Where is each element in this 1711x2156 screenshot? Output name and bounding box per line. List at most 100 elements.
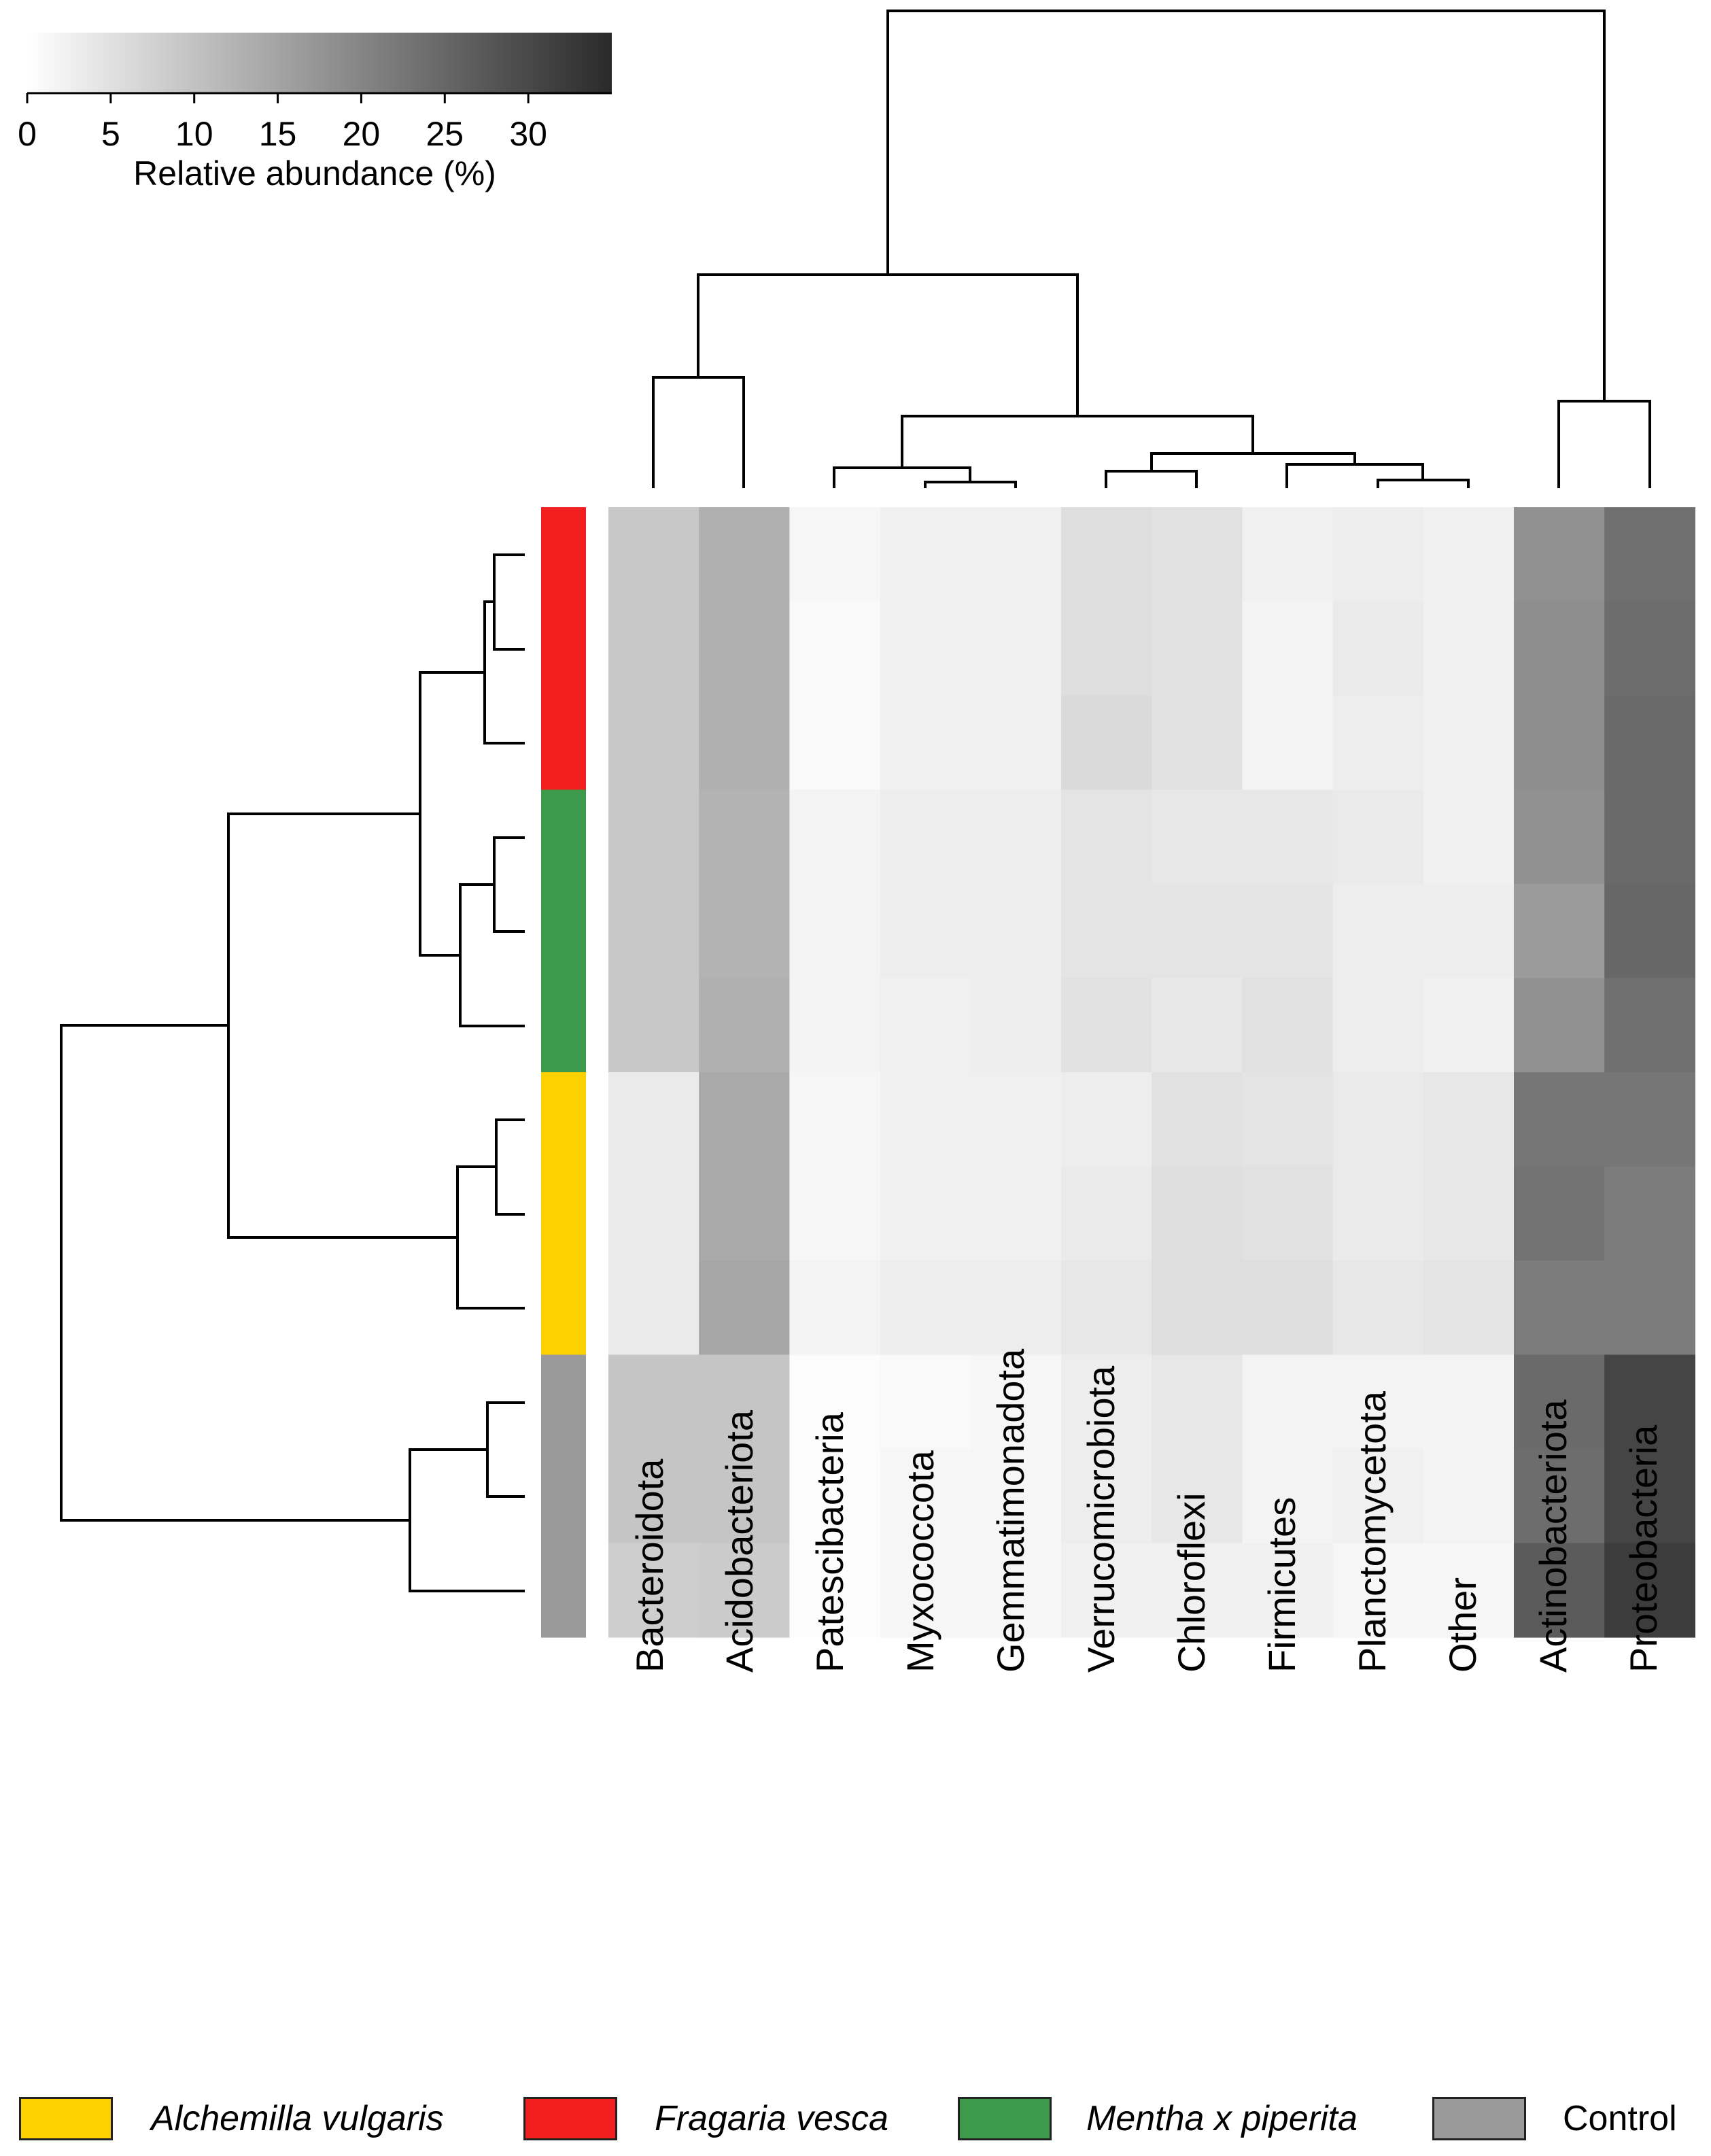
colorbar-tick-label: 5 (101, 115, 120, 153)
heatmap-cell (1152, 1166, 1243, 1261)
heatmap-cell (1061, 1072, 1152, 1167)
heatmap-cell (970, 1449, 1062, 1544)
heatmap-cell (880, 789, 971, 885)
heatmap-cell (608, 978, 699, 1073)
heatmap-cell (970, 789, 1062, 885)
row-group-strip (541, 507, 586, 1638)
heatmap-cell (1514, 1354, 1605, 1450)
row-dendrogram-link (60, 1024, 410, 1522)
heatmap-cell (880, 1072, 971, 1167)
heatmap-cell (880, 884, 971, 979)
heatmap-cell (1332, 1166, 1424, 1261)
column-labels: Bacteroidota Acidobacteriota Patescibact… (628, 1348, 1665, 1673)
heatmap-cell (1061, 696, 1152, 791)
heatmap-cell (608, 1166, 699, 1261)
row-dendrogram-link (486, 1401, 525, 1498)
heatmap-cell (699, 601, 790, 696)
col-label-firmicutes: Firmicutes (1260, 1497, 1303, 1673)
heatmap-cell (1423, 601, 1515, 696)
heatmap-cell (608, 601, 699, 696)
heatmap-cell (1423, 1449, 1515, 1544)
heatmap-cell (789, 507, 881, 602)
heatmap-cell (699, 1354, 790, 1450)
heatmap-cell (1332, 789, 1424, 885)
heatmap-cell (1152, 1543, 1243, 1638)
heatmap-cell (1332, 1449, 1424, 1544)
heatmap-cells (608, 507, 1695, 1638)
heatmap-cell (1061, 1261, 1152, 1356)
heatmap-cell (1332, 884, 1424, 979)
heatmap-cell (970, 601, 1062, 696)
column-dendrogram-link (652, 376, 745, 488)
heatmap-cell (1604, 1166, 1695, 1261)
legend-swatch-mentha (958, 2097, 1052, 2140)
heatmap-cell (1604, 601, 1695, 696)
heatmap-cell (970, 1543, 1062, 1638)
heatmap-cell (1061, 884, 1152, 979)
heatmap-cell (699, 884, 790, 979)
column-dendrogram-link (1285, 463, 1424, 488)
heatmap-cell (699, 1166, 790, 1261)
heatmap-cell (970, 1072, 1062, 1167)
heatmap-cell (608, 1261, 699, 1356)
heatmap-cell (789, 884, 881, 979)
heatmap-cell (970, 884, 1062, 979)
heatmap-cell (1514, 507, 1605, 602)
group-strip-cell (541, 1354, 586, 1450)
legend-swatch-fragaria (523, 2097, 617, 2140)
heatmap-cell (608, 1072, 699, 1167)
legend-label-mentha: Mentha x piperita (1086, 2099, 1358, 2138)
heatmap-cell (970, 1166, 1062, 1261)
heatmap-cell (1242, 1449, 1334, 1544)
heatmap-cell (1423, 789, 1515, 885)
heatmap-cell (1152, 884, 1243, 979)
heatmap-cell (1332, 1072, 1424, 1167)
heatmap-cell (970, 1261, 1062, 1356)
heatmap-cell (699, 696, 790, 791)
colorbar-ticks: 0 5 10 15 20 25 30 (18, 93, 547, 153)
heatmap-cell (608, 884, 699, 979)
legend-label-fragaria: Fragaria vesca (655, 2099, 888, 2138)
heatmap-cell (1061, 1166, 1152, 1261)
group-strip-cell (541, 1261, 586, 1356)
heatmap-cell (1242, 884, 1334, 979)
colorbar-tick-label: 15 (259, 115, 297, 153)
col-label-bacteroidota: Bacteroidota (628, 1458, 671, 1673)
row-dendrogram-link (459, 883, 525, 1027)
heatmap-cell (1332, 1261, 1424, 1356)
heatmap-cell (1423, 696, 1515, 791)
heatmap-cell (1423, 1354, 1515, 1450)
heatmap-cell (789, 1543, 881, 1638)
heatmap-cell (1242, 696, 1334, 791)
heatmap-cell (1604, 696, 1695, 791)
heatmap-cell (608, 507, 699, 602)
row-dendrogram (60, 553, 525, 1592)
heatmap-cell (1514, 1449, 1605, 1544)
row-dendrogram-link (227, 812, 457, 1239)
heatmap-cell (1514, 1543, 1605, 1638)
heatmap-cell (970, 1354, 1062, 1450)
heatmap-cell (1242, 789, 1334, 885)
heatmap-cell (880, 507, 971, 602)
group-strip-cell (541, 1543, 586, 1638)
heatmap-cell (1061, 507, 1152, 602)
heatmap-cell (699, 789, 790, 885)
heatmap-cell (1423, 1543, 1515, 1638)
col-label-patescibacteria: Patescibacteria (808, 1411, 851, 1673)
row-dendrogram-link (495, 1118, 525, 1216)
group-strip-cell (541, 1072, 586, 1167)
heatmap-cell (1423, 1072, 1515, 1167)
heatmap-cell (1332, 978, 1424, 1073)
heatmap-cell (789, 1072, 881, 1167)
heatmap-cell (699, 1072, 790, 1167)
heatmap-cell (1423, 1261, 1515, 1356)
heatmap-cell (1061, 1449, 1152, 1544)
heatmap-cell (1423, 978, 1515, 1073)
heatmap-cell (789, 789, 881, 885)
heatmap-cell (1604, 1072, 1695, 1167)
row-dendrogram-link (456, 1165, 525, 1310)
heatmap-cell (699, 1449, 790, 1544)
heatmap-cell (1604, 1543, 1695, 1638)
heatmap-cell (789, 1166, 881, 1261)
